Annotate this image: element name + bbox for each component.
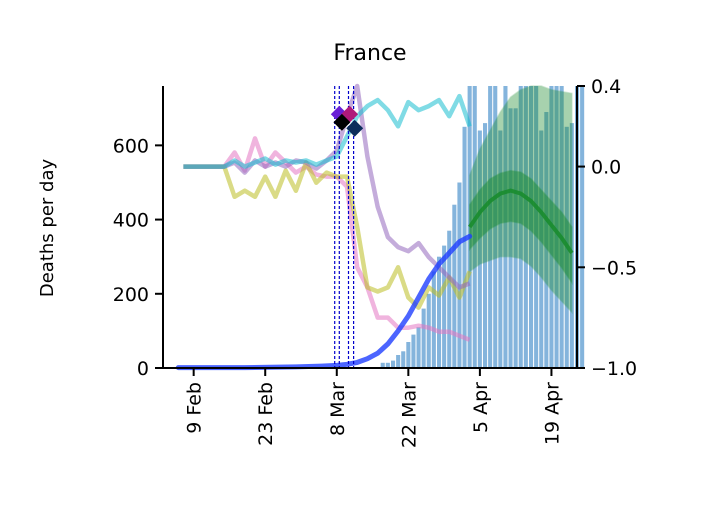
intervention-marker (333, 113, 351, 131)
left-y-tick-label: 0 (137, 358, 149, 380)
left-y-tick-label: 600 (113, 135, 149, 157)
x-tick-label: 8 Mar (327, 382, 349, 436)
deaths-bar (477, 130, 482, 368)
deaths-bar (401, 351, 406, 368)
intervention-markers-layer (330, 105, 364, 137)
deaths-bar (462, 126, 467, 368)
intervention-marker (346, 119, 364, 137)
right-y-ticks: 0.4 0.0 −0.5 −1.0 (577, 76, 637, 380)
deaths-bar (391, 360, 396, 368)
right-axis-series-layer (183, 83, 472, 342)
deaths-bar (539, 130, 544, 368)
deaths-bar (431, 271, 436, 368)
deaths-bar (416, 327, 421, 368)
deaths-bar (437, 256, 442, 368)
deaths-bar (518, 86, 523, 368)
deaths-bar (483, 123, 488, 368)
left-y-tick-label: 200 (113, 284, 149, 306)
right-y-tick-label: 0.4 (591, 76, 621, 98)
x-tick-label: 19 Apr (541, 382, 563, 445)
left-y-tick-label: 400 (113, 210, 149, 232)
deaths-bar (580, 86, 585, 368)
deaths-bar (426, 293, 431, 368)
x-tick-label: 5 Apr (470, 382, 492, 433)
deaths-bar (457, 182, 462, 368)
left-y-ticks: 0 200 400 600 (113, 135, 163, 380)
deaths-bar (467, 86, 472, 368)
right-axis-series-line (183, 83, 471, 290)
deaths-bar (385, 362, 390, 368)
x-tick-label: 22 Mar (398, 382, 420, 448)
chart-title: France (333, 41, 406, 66)
deaths-bar (447, 230, 452, 368)
deaths-bar (508, 108, 513, 369)
deaths-bar (411, 334, 416, 368)
deaths-bar (513, 108, 518, 369)
right-y-tick-label: 0.0 (591, 157, 621, 179)
right-y-tick-label: −0.5 (591, 257, 637, 279)
forecast-layer (468, 85, 574, 315)
right-y-tick-label: −1.0 (591, 358, 637, 380)
deaths-bar (493, 86, 498, 368)
deaths-bar (503, 86, 508, 368)
deaths-bar (523, 86, 528, 368)
deaths-bar (396, 355, 401, 368)
right-axis-series-line (183, 93, 472, 169)
deaths-bar (380, 362, 385, 368)
x-tick-label: 9 Feb (184, 382, 206, 434)
deaths-bar (442, 245, 447, 368)
y-axis-label: Deaths per day (37, 159, 58, 298)
x-ticks: 9 Feb 23 Feb 8 Mar 22 Mar 5 Apr 19 Apr (184, 368, 563, 448)
x-tick-label: 23 Feb (255, 382, 277, 446)
deaths-bar (406, 342, 411, 368)
deaths-bar (421, 308, 426, 368)
right-axis-series-line (183, 160, 472, 310)
forecast-median-line (468, 188, 574, 255)
deaths-bar (498, 130, 503, 368)
